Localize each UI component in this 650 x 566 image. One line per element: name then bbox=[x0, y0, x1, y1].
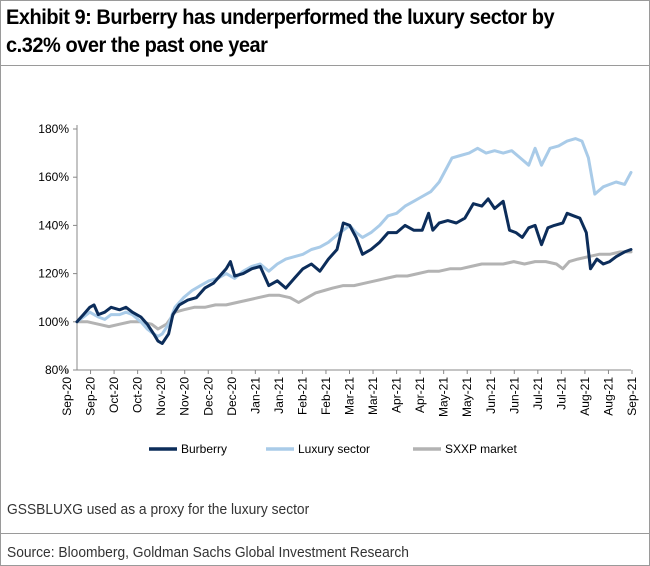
chart-legend: Burberry Luxury sector SXXP market bbox=[149, 442, 517, 456]
x-tick-label: Dec-20 bbox=[225, 377, 239, 416]
x-tick-label: Apr-21 bbox=[413, 377, 427, 413]
x-tick-label: Nov-20 bbox=[178, 377, 192, 416]
legend-label-luxury-sector: Luxury sector bbox=[298, 442, 370, 456]
x-tick-label: Dec-20 bbox=[201, 377, 215, 416]
x-tick-label: Sep-20 bbox=[60, 377, 74, 416]
source-divider bbox=[1, 533, 649, 534]
x-tick-label: Sep-20 bbox=[84, 377, 98, 416]
exhibit-title: Exhibit 9: Burberry has underperformed t… bbox=[6, 5, 555, 57]
x-axis: Sep-20 Sep-20 Oct-20 Oct-20 Nov-20 Nov-20 Dec-… bbox=[60, 369, 639, 417]
y-tick-label: 160% bbox=[38, 170, 69, 184]
title-divider bbox=[1, 65, 649, 66]
x-tick-label: Aug-21 bbox=[578, 377, 592, 416]
x-tick-label: Jul-21 bbox=[554, 377, 568, 410]
x-tick-label: Nov-20 bbox=[154, 377, 168, 416]
x-tick-label: Mar-21 bbox=[343, 377, 357, 415]
chart-series bbox=[75, 137, 633, 345]
x-tick-label: Feb-21 bbox=[295, 377, 309, 415]
series-line-luxury-sector bbox=[75, 137, 633, 338]
x-tick-label: May-21 bbox=[437, 377, 451, 417]
x-tick-label: Oct-20 bbox=[107, 377, 121, 413]
x-tick-label: Jan-21 bbox=[272, 377, 286, 414]
x-tick-label: Jun-21 bbox=[507, 377, 521, 414]
chart-source: Source: Bloomberg, Goldman Sachs Global … bbox=[7, 544, 409, 561]
series-line-sxxp-market bbox=[75, 250, 633, 331]
x-tick-label: Jan-21 bbox=[248, 377, 262, 414]
x-tick-label: Jul-21 bbox=[531, 377, 545, 410]
x-tick-label: Oct-20 bbox=[131, 377, 145, 413]
chart-footnote: GSSBLUXG used as a proxy for the luxury … bbox=[7, 501, 310, 518]
y-tick-label: 140% bbox=[38, 218, 69, 232]
y-tick-label: 100% bbox=[38, 315, 69, 329]
x-tick-label: Sep-21 bbox=[625, 377, 639, 416]
x-tick-label: Feb-21 bbox=[319, 377, 333, 415]
y-tick-label: 80% bbox=[45, 363, 69, 377]
line-chart: 80% 100% 120% 140% 160% 180% Sep-20 Sep-20 Oct-… bbox=[38, 122, 639, 456]
x-tick-label: Aug-21 bbox=[601, 377, 615, 416]
series-line-burberry bbox=[75, 197, 633, 345]
y-axis: 80% 100% 120% 140% 160% 180% bbox=[38, 122, 78, 377]
legend-label-sxxp-market: SXXP market bbox=[445, 442, 517, 456]
x-tick-label: May-21 bbox=[460, 377, 474, 417]
x-tick-label: Mar-21 bbox=[366, 377, 380, 415]
y-tick-label: 120% bbox=[38, 267, 69, 281]
x-tick-label: Jun-21 bbox=[484, 377, 498, 414]
y-tick-label: 180% bbox=[38, 122, 69, 136]
x-tick-label: Apr-21 bbox=[390, 377, 404, 413]
legend-label-burberry: Burberry bbox=[181, 442, 227, 456]
